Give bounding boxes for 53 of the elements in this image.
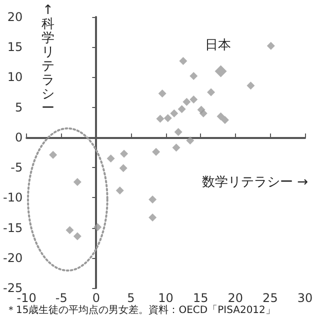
y-tick-label: -15 — [2, 220, 23, 235]
point — [178, 105, 186, 114]
x-tick-label: 25 — [262, 291, 278, 305]
point — [152, 148, 160, 156]
point — [190, 96, 198, 104]
point — [66, 226, 74, 234]
point — [179, 56, 188, 65]
point — [220, 116, 229, 124]
y-tick-label: 5 — [14, 100, 23, 114]
y-tick-label: -5 — [10, 160, 23, 175]
point — [158, 89, 166, 98]
x-tick-label: 20 — [228, 291, 244, 305]
y-tick-label: -20 — [2, 250, 23, 265]
y-tick-label: -10 — [2, 190, 23, 205]
y-tick-label: 10 — [7, 70, 23, 84]
point — [199, 109, 208, 118]
y-tick-label: -25 — [2, 281, 23, 295]
point — [73, 232, 82, 240]
point — [207, 88, 216, 96]
point — [214, 65, 227, 78]
point — [49, 150, 58, 159]
x-axis-title: 数学リテラシー → — [202, 175, 308, 190]
point — [246, 82, 255, 90]
x-tick-label: 0 — [92, 291, 100, 305]
point — [148, 214, 157, 222]
y-tick-label: 15 — [7, 40, 23, 54]
point — [170, 109, 178, 118]
point — [120, 150, 128, 158]
text: ＊15歳生徒の平均点の男女差。資料：OECD「PISA2012」 — [6, 304, 276, 317]
point — [164, 114, 172, 122]
x-tick-label: 5 — [127, 291, 135, 305]
y-axis-title: ↑ 科学リテラシー — [40, 3, 56, 116]
point — [94, 223, 102, 232]
x-tick-label: 30 — [297, 291, 313, 305]
point — [106, 154, 115, 163]
point — [190, 72, 198, 80]
point — [156, 114, 164, 123]
point — [119, 164, 128, 172]
y-tick-label: 0 — [14, 130, 23, 144]
x-tick-label: 10 — [158, 291, 174, 305]
point — [266, 42, 275, 50]
point — [216, 112, 225, 120]
x-tick-label: 15 — [192, 291, 208, 305]
y-tick-label: 20 — [7, 10, 23, 24]
point — [172, 144, 180, 152]
x-tick-label: -5 — [55, 291, 68, 305]
point — [182, 98, 191, 106]
point — [186, 136, 194, 144]
point — [116, 186, 124, 194]
point — [73, 178, 82, 186]
point — [174, 128, 182, 136]
annotation: 日本 — [204, 38, 231, 54]
point — [148, 195, 157, 204]
